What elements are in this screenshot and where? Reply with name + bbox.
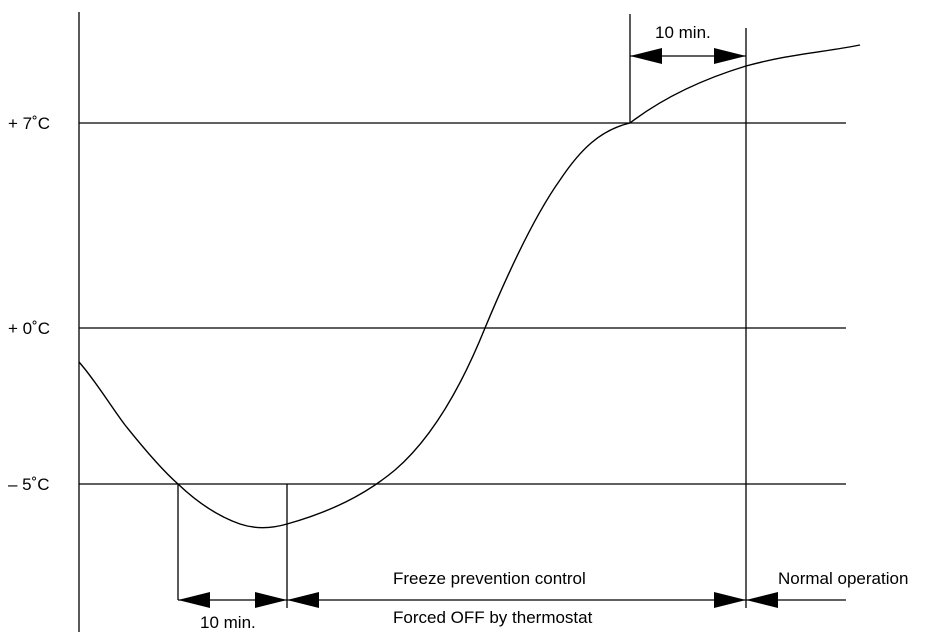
temperature-curve: [78, 44, 861, 529]
interval-label-top: 10 min.: [655, 23, 711, 42]
interval-label-bottom: 10 min.: [200, 613, 256, 632]
arrow-right-icon: [714, 592, 746, 608]
phase-label-normal: Normal operation: [778, 569, 908, 588]
arrow-left-icon: [746, 592, 778, 608]
threshold-label-zero: + 0˚C: [8, 319, 50, 338]
arrow-left-icon: [630, 48, 662, 64]
phase-label-freeze-prevention: Freeze prevention control: [393, 569, 586, 588]
arrow-right-icon: [714, 48, 746, 64]
arrow-left-icon: [287, 592, 319, 608]
threshold-label-upper: + 7˚C: [8, 114, 50, 133]
phase-label-forced-off: Forced OFF by thermostat: [393, 608, 593, 627]
arrow-left-icon: [178, 592, 210, 608]
threshold-label-lower: – 5˚C: [8, 475, 50, 494]
arrow-right-icon: [255, 592, 287, 608]
